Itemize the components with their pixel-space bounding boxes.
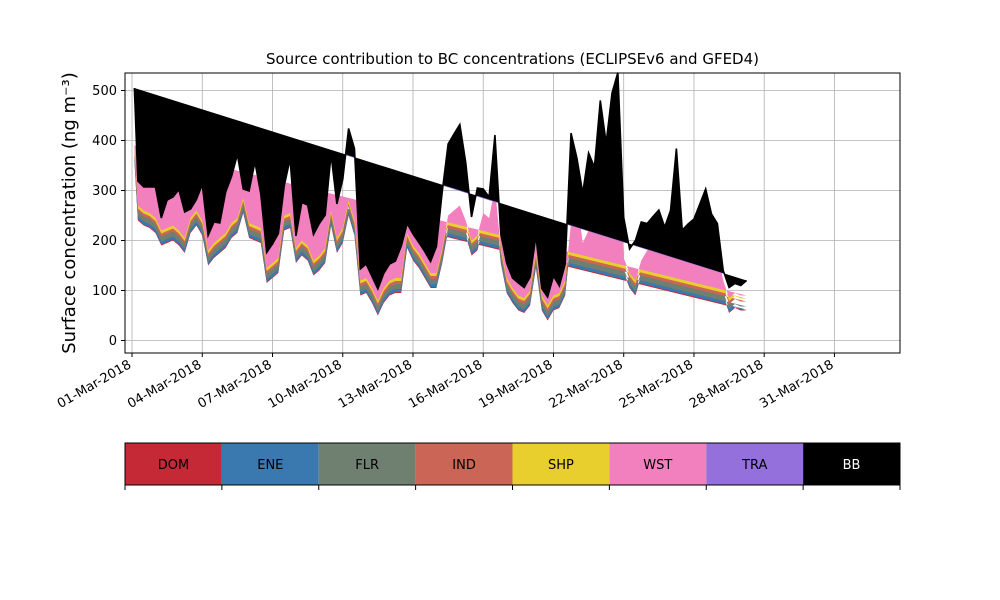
legend-label-tra: TRA: [741, 458, 767, 473]
legend-swatch-ene: [221, 443, 319, 485]
plot-area: [124, 72, 901, 354]
legend-swatch-dom: [125, 443, 222, 485]
legend: DOM ENE FLR IND SHP WST TRA BB: [124, 442, 901, 490]
x-tick-label: 19-Mar-2018: [476, 357, 555, 411]
y-tick-label: 100: [92, 284, 117, 299]
y-tick-label: 200: [92, 234, 117, 249]
y-axis-label: Surface concentration (ng m⁻³): [59, 72, 80, 354]
y-axis: 0 100 200 300 400 500: [92, 84, 125, 349]
x-tick-label: 01-Mar-2018: [55, 357, 134, 411]
total-outline: [133, 72, 748, 299]
x-tick-label: 04-Mar-2018: [125, 357, 204, 411]
x-tick-label: 13-Mar-2018: [336, 357, 415, 411]
series-layer: [133, 72, 748, 321]
x-tick-label: 07-Mar-2018: [195, 357, 274, 411]
legend-label-wst: WST: [643, 458, 672, 473]
y-tick-label: 300: [92, 184, 117, 199]
legend-swatch-shp: [512, 443, 610, 485]
legend-swatch-bb: [803, 443, 900, 485]
chart-title: Source contribution to BC concentrations…: [266, 50, 759, 68]
x-tick-label: 16-Mar-2018: [406, 357, 485, 411]
area-wst: [134, 145, 747, 306]
legend-swatch-flr: [318, 443, 416, 485]
legend-label-shp: SHP: [548, 458, 574, 473]
plot-frame: [124, 72, 901, 354]
legend-swatch-tra: [706, 443, 804, 485]
legend-swatch-wst: [609, 443, 707, 485]
legend-label-flr: FLR: [355, 458, 379, 473]
legend-label-bb: BB: [843, 458, 861, 473]
x-tick-label: 22-Mar-2018: [547, 357, 626, 411]
area-bb: [134, 72, 747, 297]
legend-swatch-ind: [415, 443, 513, 485]
y-tick-label: 500: [92, 84, 117, 99]
legend-label-ene: ENE: [257, 458, 283, 473]
legend-label-dom: DOM: [158, 458, 189, 473]
x-tick-label: 10-Mar-2018: [266, 357, 345, 411]
y-tick-label: 400: [92, 134, 117, 149]
legend-frame: [124, 442, 901, 486]
x-tick-label: 31-Mar-2018: [757, 357, 836, 411]
legend-label-ind: IND: [452, 458, 476, 473]
x-axis: 01-Mar-201804-Mar-201807-Mar-201810-Mar-…: [55, 353, 836, 412]
x-tick-label: 28-Mar-2018: [687, 357, 766, 411]
y-tick-label: 0: [109, 334, 117, 349]
x-tick-label: 25-Mar-2018: [617, 357, 696, 411]
